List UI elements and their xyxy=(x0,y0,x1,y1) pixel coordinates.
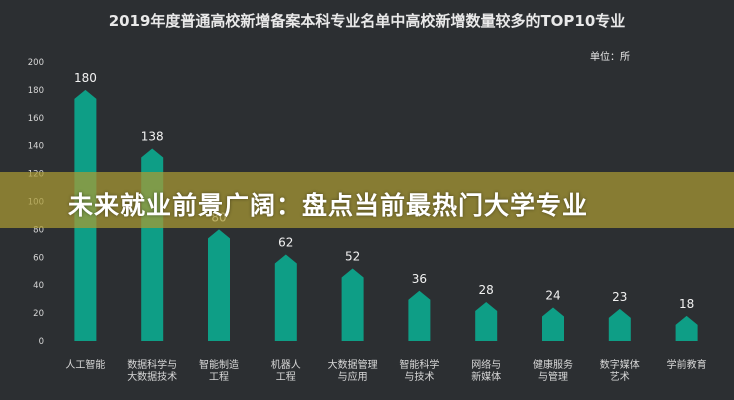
y-tick-label: 60 xyxy=(33,253,44,263)
data-label: 24 xyxy=(545,289,560,303)
x-tick-label: 网络与 xyxy=(471,358,501,371)
bar xyxy=(408,290,431,341)
y-tick-label: 200 xyxy=(28,58,44,68)
chart-title: 2019年度普通高校新增备案本科专业名单中高校新增数量较多的TOP10专业 xyxy=(108,12,626,30)
y-tick-label: 160 xyxy=(28,114,44,124)
x-tick-label: 艺术 xyxy=(610,371,630,383)
x-tick-label: 与管理 xyxy=(538,370,568,383)
bar xyxy=(608,308,631,341)
y-tick-label: 180 xyxy=(28,86,44,96)
x-tick-label: 工程 xyxy=(276,371,296,383)
x-tick-label: 学前教育 xyxy=(667,358,707,371)
x-tick-label: 人工智能 xyxy=(65,358,105,371)
overlay-banner xyxy=(0,172,734,228)
x-tick-label: 智能科学 xyxy=(399,358,439,371)
data-label: 23 xyxy=(612,290,627,304)
y-tick-label: 0 xyxy=(39,337,44,347)
x-tick-label: 大数据技术 xyxy=(127,370,177,383)
x-tick-label: 工程 xyxy=(209,371,229,383)
data-label: 138 xyxy=(141,129,164,143)
x-tick-label: 智能制造 xyxy=(199,358,239,371)
x-tick-label: 大数据管理 xyxy=(328,358,378,371)
bar xyxy=(475,301,498,341)
bar xyxy=(208,229,230,341)
x-tick-label: 与技术 xyxy=(404,370,434,383)
data-label: 28 xyxy=(479,283,494,297)
data-label: 18 xyxy=(679,297,694,311)
x-tick-label: 数据科学与 xyxy=(127,358,177,371)
bar xyxy=(341,268,364,341)
y-tick-label: 80 xyxy=(33,225,44,235)
overlay-banner-text: 未来就业前景广阔：盘点当前最热门大学专业 xyxy=(68,191,589,220)
x-tick-label: 与应用 xyxy=(338,370,368,383)
y-tick-label: 20 xyxy=(33,309,44,319)
bar xyxy=(542,307,564,341)
unit-label: 单位：所 xyxy=(590,52,630,63)
data-label: 180 xyxy=(74,71,97,85)
bar xyxy=(274,254,297,341)
data-label: 62 xyxy=(278,236,293,250)
y-tick-label: 40 xyxy=(33,281,44,291)
x-tick-label: 新媒体 xyxy=(471,370,501,383)
data-label: 52 xyxy=(345,249,360,263)
x-tick-label: 数字媒体 xyxy=(600,358,640,371)
bar xyxy=(675,315,698,341)
y-tick-label: 140 xyxy=(28,142,44,152)
data-label: 36 xyxy=(412,272,427,286)
x-tick-label: 机器人 xyxy=(271,358,301,371)
x-tick-label: 健康服务 xyxy=(533,358,573,371)
